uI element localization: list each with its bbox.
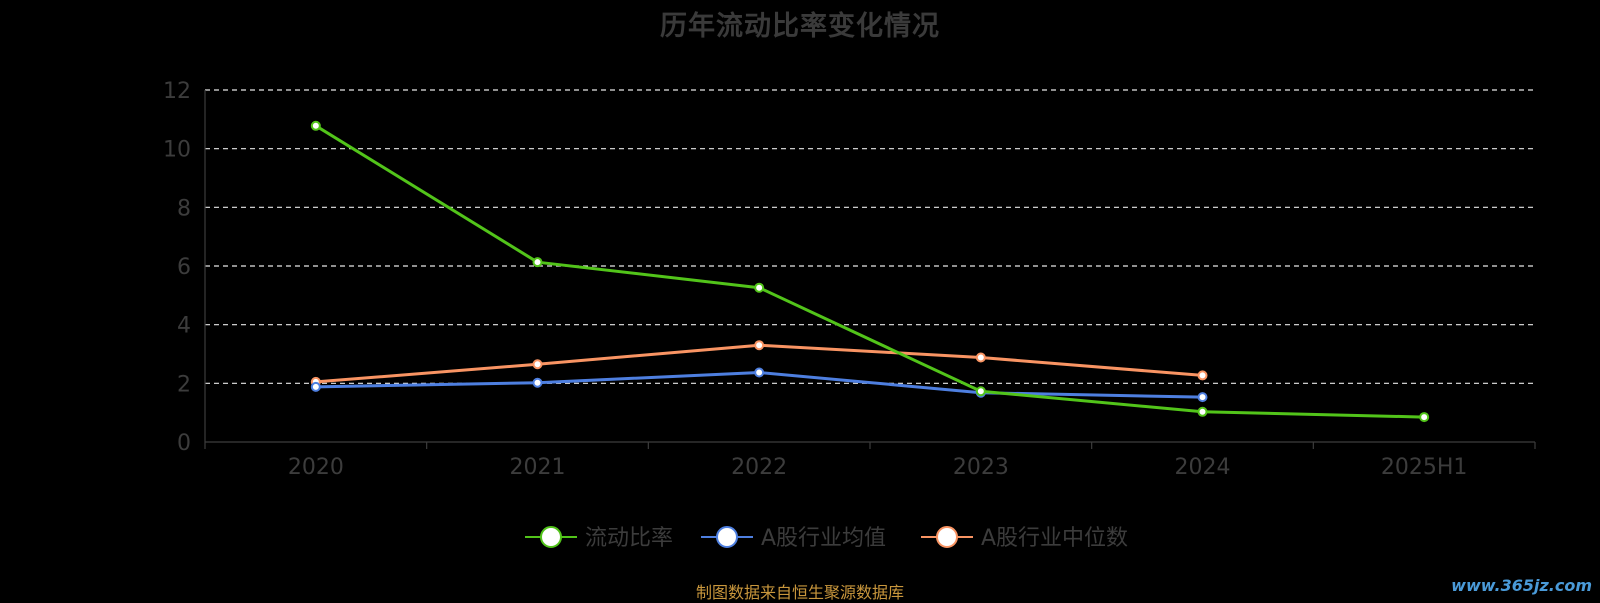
x-tick-label: 2025H1 [1381,455,1468,480]
data-point [754,340,765,351]
series-lines [310,120,1430,423]
y-tick-label: 10 [163,138,191,163]
x-tick-label: 2020 [288,455,344,480]
y-tick-label: 6 [177,255,191,280]
watermark: www.365jz.com [1451,576,1592,595]
legend-marker [540,526,562,548]
data-point [975,386,986,397]
legend-label: A股行业均值 [761,526,886,551]
legend-marker [716,526,738,548]
y-tick-label: 2 [177,372,191,397]
data-point [310,120,321,131]
legend-label: A股行业中位数 [981,526,1128,551]
y-tick-label: 8 [177,196,191,221]
x-tick-label: 2024 [1175,455,1231,480]
data-point [310,381,321,392]
x-tick-label: 2021 [510,455,566,480]
data-point [754,367,765,378]
legend-label: 流动比率 [585,526,673,551]
x-tick-label: 2023 [953,455,1009,480]
y-tick-label: 12 [163,79,191,104]
data-point [1197,406,1208,417]
legend-marker [936,526,958,548]
x-tick-label: 2022 [731,455,787,480]
data-point [532,359,543,370]
chart-title: 历年流动比率变化情况 [660,11,940,42]
axes: 0 2 4 6 8 10 12 2020 2021 2022 2023 2024 2025H1 [163,79,1536,480]
legend: 流动比率 A股行业均值 A股行业中位数 [525,526,1128,551]
data-point [532,257,543,268]
source-note: 制图数据来自恒生聚源数据库 [695,583,904,602]
data-point [1419,412,1430,423]
grid-lines [205,89,1535,384]
series-line [315,124,1425,419]
data-point [754,282,765,293]
data-point [1197,392,1208,403]
data-point [532,377,543,388]
y-tick-label: 4 [177,314,191,339]
y-tick-label: 0 [177,431,191,456]
data-point [1197,370,1208,381]
data-point [975,352,986,363]
